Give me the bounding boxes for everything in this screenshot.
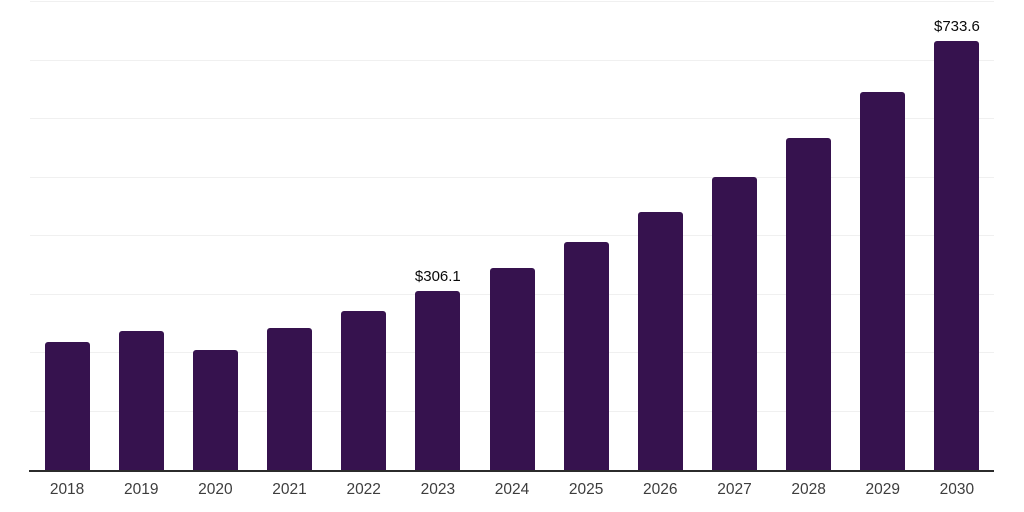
gridline-400: [30, 235, 994, 236]
bar-2030: [934, 40, 980, 470]
gridline-700: [30, 59, 994, 61]
bar-2027: [711, 176, 757, 470]
x-tick-2028: 2028: [791, 481, 826, 498]
bar-2025: [563, 241, 609, 470]
value-label-2023: $306.1: [414, 267, 461, 285]
x-tick-2022: 2022: [346, 481, 381, 498]
x-axis-line: [29, 470, 994, 472]
x-tick-2018: 2018: [49, 481, 85, 498]
x-tick-2024: 2024: [494, 481, 530, 498]
x-tick-2026: 2026: [643, 481, 678, 498]
gridline-800: [30, 1, 994, 2]
x-tick-2027: 2027: [717, 481, 752, 498]
gridline-500: [30, 176, 994, 178]
value-label-2030: $733.6: [933, 17, 980, 35]
x-tick-2029: 2029: [865, 481, 901, 498]
bar-2026: [637, 212, 683, 470]
bar-2023: [415, 290, 461, 470]
bar-2028: [786, 138, 832, 470]
x-axis-labels: 2018 2019 2020 2021 2022 2023 2024 2025 2026 2027…: [30, 478, 994, 506]
bar-2020: [192, 349, 238, 470]
bar-2019: [118, 330, 164, 470]
x-tick-2021: 2021: [272, 481, 307, 498]
x-tick-2019: 2019: [123, 481, 159, 498]
x-tick-2030: 2030: [939, 481, 975, 498]
x-tick-2023: 2023: [420, 481, 456, 498]
plot-area: $306.1 $733.6: [30, 0, 994, 470]
bar-2018: [44, 342, 90, 470]
bar-2024: [489, 267, 535, 470]
bar-2022: [341, 310, 387, 470]
bar-2021: [267, 327, 313, 470]
bar-2029: [860, 92, 906, 470]
x-tick-2025: 2025: [568, 481, 604, 498]
gridline-600: [30, 118, 994, 119]
x-tick-2020: 2020: [198, 481, 233, 498]
